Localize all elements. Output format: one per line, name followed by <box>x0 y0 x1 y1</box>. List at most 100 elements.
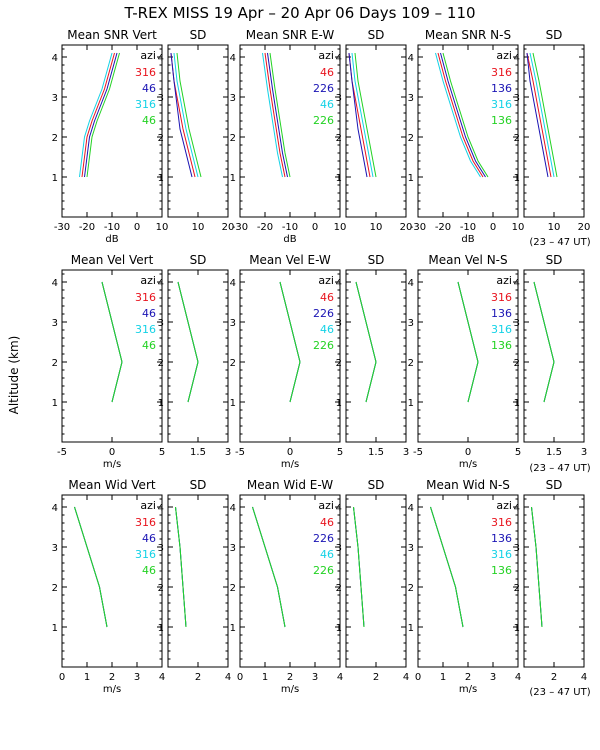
series-line-blue <box>177 281 199 403</box>
ut-note-row-1: (23 – 47 UT) <box>529 237 590 248</box>
series-line-blue <box>74 506 108 628</box>
legend-entry: 316 <box>491 66 512 79</box>
legend-header: azi <box>318 274 334 287</box>
y-axis-label: Altitude (km) <box>7 336 21 415</box>
x-tick-label: 1.5 <box>368 447 384 458</box>
series-line-green <box>442 52 489 178</box>
series-line-red <box>526 52 552 178</box>
x-tick-label: 1.5 <box>546 447 562 458</box>
panel-title: SD <box>546 478 563 492</box>
y-tick-label: 1 <box>336 398 342 409</box>
y-tick-label: 4 <box>158 503 164 514</box>
y-tick-label: 3 <box>336 318 342 329</box>
y-tick-label: 1 <box>230 623 236 634</box>
panel-title: Mean Wid Vert <box>68 478 155 492</box>
series-line-green <box>279 281 301 403</box>
y-tick-label: 4 <box>230 503 236 514</box>
x-tick-label: -20 <box>79 222 95 233</box>
y-tick-label: 2 <box>514 583 520 594</box>
chart-panel: Mean SNR E-W 1 2 3 4 -30 -20 -10 0 10 dB azi 46 226 46… <box>230 28 347 245</box>
series-line-blue <box>279 281 301 403</box>
y-tick-label: 1 <box>52 173 58 184</box>
x-tick-label: -5 <box>235 447 245 458</box>
legend-entry: 136 <box>491 114 512 127</box>
panel-title: Mean Vel Vert <box>71 253 154 267</box>
legend-entry: 316 <box>135 548 156 561</box>
series-line-cyan <box>533 281 555 403</box>
panel-title: SD <box>546 28 563 42</box>
series-line-blue <box>348 52 368 178</box>
y-tick-label: 4 <box>336 53 342 64</box>
series-line-green <box>86 52 120 178</box>
x-tick-label: 0 <box>287 447 293 458</box>
legend-entry: 226 <box>313 82 334 95</box>
y-tick-label: 3 <box>230 93 236 104</box>
legend-entry: 316 <box>491 98 512 111</box>
chart-panel: Mean Vel E-W 1 2 3 4 -5 0 5 m/s azi 46 226 46 226 <box>230 253 344 470</box>
y-tick-label: 3 <box>158 318 164 329</box>
x-axis-label: m/s <box>459 459 477 470</box>
y-tick-label: 1 <box>336 623 342 634</box>
series-line-red <box>81 52 115 178</box>
x-tick-label: 5 <box>337 447 343 458</box>
series-line-blue <box>355 281 377 403</box>
series-line-green <box>354 52 377 178</box>
y-tick-label: 4 <box>52 278 58 289</box>
series-line-red <box>264 52 286 178</box>
y-tick-label: 1 <box>230 398 236 409</box>
legend-entry: 226 <box>313 307 334 320</box>
y-tick-label: 4 <box>408 53 414 64</box>
y-tick-label: 2 <box>408 358 414 369</box>
x-tick-label: 10 <box>156 222 169 233</box>
series-line-cyan <box>351 52 374 178</box>
legend-entry: 46 <box>142 114 156 127</box>
legend-entry: 46 <box>142 564 156 577</box>
series-line-cyan <box>355 281 377 403</box>
x-tick-label: 10 <box>512 222 525 233</box>
y-tick-label: 2 <box>52 133 58 144</box>
x-tick-label: 0 <box>490 222 496 233</box>
y-tick-label: 3 <box>230 318 236 329</box>
series-line-blue <box>101 281 123 403</box>
y-tick-label: 4 <box>514 503 520 514</box>
series-line-red <box>101 281 123 403</box>
x-tick-label: -5 <box>413 447 423 458</box>
series-line-blue <box>267 52 288 178</box>
y-tick-label: 1 <box>408 398 414 409</box>
y-tick-label: 1 <box>52 623 58 634</box>
x-tick-label: 4 <box>225 672 231 683</box>
y-tick-label: 4 <box>336 278 342 289</box>
y-tick-label: 2 <box>158 358 164 369</box>
panel-title: SD <box>190 478 207 492</box>
legend-entry: 46 <box>320 516 334 529</box>
y-tick-label: 1 <box>158 173 164 184</box>
x-axis-label: m/s <box>459 684 477 695</box>
x-tick-label: 0 <box>59 672 65 683</box>
series-line-green <box>175 506 187 628</box>
x-tick-label: 4 <box>403 672 409 683</box>
y-tick-label: 1 <box>158 398 164 409</box>
x-tick-label: 3 <box>225 447 231 458</box>
y-tick-label: 4 <box>52 503 58 514</box>
panel-title: SD <box>190 253 207 267</box>
x-tick-label: -10 <box>104 222 120 233</box>
y-tick-label: 1 <box>514 398 520 409</box>
y-tick-label: 3 <box>52 93 58 104</box>
x-tick-label: 2 <box>287 672 293 683</box>
legend-entry: 46 <box>320 291 334 304</box>
series-line-red <box>430 506 464 628</box>
x-tick-label: -20 <box>257 222 273 233</box>
x-tick-label: 5 <box>159 447 165 458</box>
series-line-green <box>269 52 291 178</box>
y-tick-label: 1 <box>408 173 414 184</box>
y-tick-label: 2 <box>230 133 236 144</box>
panel-title: Mean Vel E-W <box>249 253 331 267</box>
x-tick-label: 1 <box>84 672 90 683</box>
legend-header: azi <box>140 274 156 287</box>
y-tick-label: 3 <box>408 93 414 104</box>
y-tick-label: 4 <box>230 278 236 289</box>
y-tick-label: 3 <box>336 93 342 104</box>
legend-entry: 226 <box>313 339 334 352</box>
